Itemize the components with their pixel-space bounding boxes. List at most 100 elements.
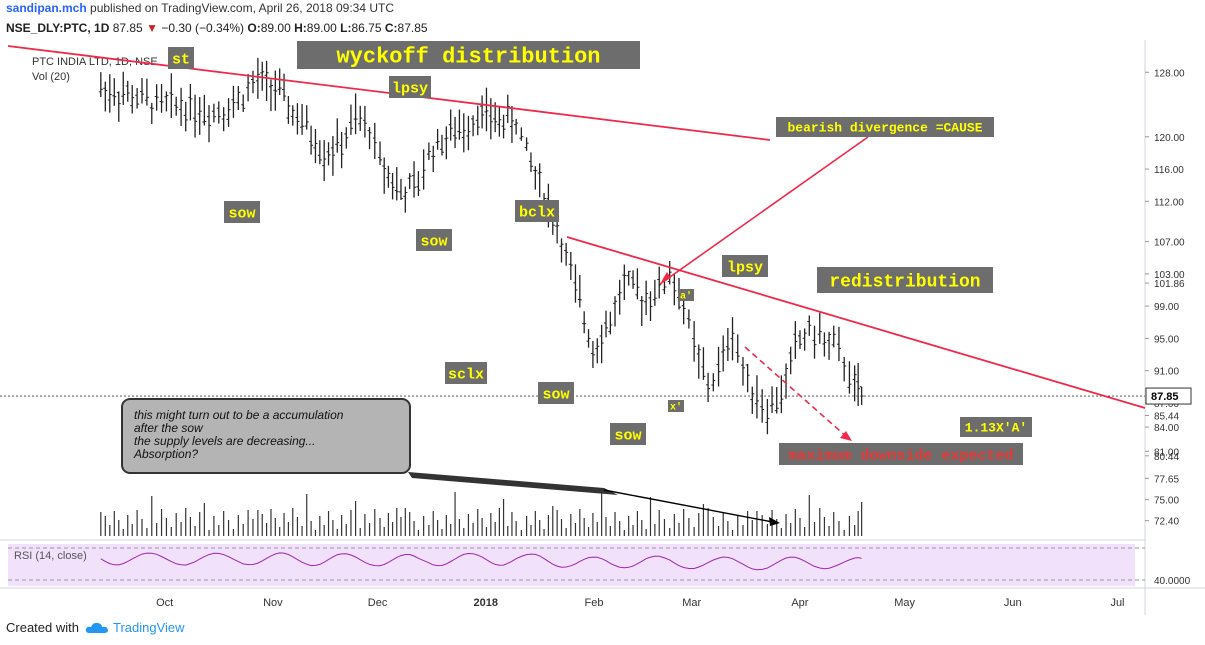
- symbol-name: NSE_DLY:PTC, 1D: [6, 21, 110, 35]
- high-label: H:: [294, 21, 307, 35]
- low-value: 86.75: [351, 21, 382, 35]
- annotation-label: maximum downside expected: [788, 447, 1013, 464]
- y-tick-label: 91.00: [1154, 367, 1179, 378]
- annotation-box: [445, 362, 487, 384]
- down-arrow-icon: ▼: [146, 21, 158, 35]
- x-tick-label: Apr: [791, 597, 808, 609]
- divergence-arrow-head: [660, 272, 671, 284]
- lower-trendline: [566, 236, 1146, 409]
- close-label: C:: [384, 21, 398, 35]
- y-tick-label: 75.00: [1154, 496, 1179, 507]
- projection-arrow: [744, 346, 849, 439]
- annotation-label: st: [172, 51, 190, 68]
- annotation-box: [538, 382, 574, 404]
- footer: Created with TradingView: [6, 620, 185, 637]
- projection-arrow-head: [840, 431, 852, 441]
- annotation-box: [722, 255, 768, 277]
- callout-pointer: [408, 472, 618, 495]
- annotation-label: sclx: [448, 366, 484, 383]
- annotation-label: a': [680, 291, 692, 303]
- annotation-label: wyckoff distribution: [336, 45, 600, 70]
- annotation-label: sow: [542, 386, 569, 403]
- last-price-box: [1145, 387, 1192, 405]
- annotation-label: lpsy: [392, 80, 428, 97]
- x-tick-label: Nov: [263, 597, 283, 609]
- series-legend: PTC INDIA LTD, 1D, NSE: [32, 56, 158, 68]
- callout-text: the supply levels are decreasing...: [134, 434, 315, 448]
- volume-legend: Vol (20): [32, 71, 70, 83]
- tradingview-link[interactable]: TradingView: [112, 620, 185, 635]
- y-tick-label: 72.40: [1154, 517, 1179, 528]
- annotation-label: redistribution: [829, 272, 980, 292]
- publish-info: sandipan.mch published on TradingView.co…: [6, 1, 394, 15]
- y-tick-label: 128.00: [1154, 68, 1185, 79]
- annotation-label: sow: [614, 427, 641, 444]
- annotation-box: [610, 423, 646, 445]
- price-chart[interactable]: 128.00 120.00 116.00 112.00 107.00 103.00101.…: [0, 40, 1205, 615]
- annotation-box: [416, 229, 452, 251]
- y-tick-label: 107.00: [1154, 238, 1185, 249]
- annotation-box: [678, 289, 694, 301]
- rsi-legend: RSI (14, close): [14, 550, 87, 562]
- close-value: 87.85: [397, 21, 428, 35]
- y-tick-label: 81.00: [1154, 447, 1179, 458]
- y-tick-label: 95.00: [1154, 334, 1179, 345]
- y-tick-label: 112.00: [1154, 197, 1184, 208]
- volume-trend-line: [603, 489, 779, 524]
- symbol-bar: NSE_DLY:PTC, 1D 87.85 ▼ −0.30 (−0.34%) O…: [6, 21, 428, 35]
- annotation-box: [389, 76, 431, 98]
- annotation-label: 1.13X'A': [965, 421, 1027, 436]
- x-tick-label: May: [894, 597, 915, 609]
- publish-text: published on TradingView.com, April 26, …: [90, 1, 394, 15]
- annotation-box: [168, 47, 194, 69]
- open-label: O:: [247, 21, 261, 35]
- callout-box: [121, 398, 411, 474]
- y-tick-label: 99.00: [1154, 302, 1179, 313]
- x-tick-label: Oct: [156, 597, 173, 609]
- price-change: −0.30 (−0.34%): [161, 21, 245, 35]
- y-tick-label: 101.86: [1154, 279, 1185, 290]
- annotation-box: [297, 41, 640, 69]
- divergence-arrow: [659, 136, 869, 285]
- callout-text: Absorption?: [133, 447, 198, 461]
- rsi-line: [100, 552, 862, 571]
- annotation-box: [515, 200, 559, 222]
- y-tick-label: 103.00: [1154, 270, 1185, 281]
- annotation-label: sow: [420, 233, 447, 250]
- y-tick-label: 80.44: [1154, 452, 1179, 463]
- annotation-box: [817, 267, 993, 293]
- chart-background: [0, 40, 1205, 615]
- x-tick-label: 2018: [474, 597, 498, 609]
- x-tick-label: Jul: [1110, 597, 1124, 609]
- x-tick-label: Jun: [1004, 597, 1022, 609]
- volume-trend-arrow-head: [769, 517, 780, 526]
- annotation-box: [776, 117, 994, 137]
- annotation-box: [224, 201, 260, 223]
- annotation-label: sow: [228, 205, 255, 222]
- annotation-label: lpsy: [727, 259, 763, 276]
- author-link[interactable]: sandipan.mch: [6, 1, 87, 15]
- x-tick-label: Dec: [368, 597, 388, 609]
- low-label: L:: [340, 21, 352, 35]
- callout-text: after the sow: [134, 421, 204, 435]
- created-with-text: Created with: [6, 620, 79, 635]
- annotation-label: bearish divergence =CAUSE: [787, 121, 982, 136]
- rsi-level-label: 40.0000: [1154, 576, 1191, 587]
- last-price: 87.85: [112, 21, 143, 35]
- annotation-box: [779, 443, 1023, 465]
- annotation-box: [668, 400, 684, 412]
- y-tick-label: 77.65: [1154, 474, 1179, 485]
- y-tick-label: 85.44: [1154, 411, 1179, 422]
- annotation-label: bclx: [519, 204, 555, 221]
- y-tick-label: 120.00: [1154, 133, 1185, 144]
- x-tick-label: Feb: [584, 597, 603, 609]
- annotation-box: [960, 417, 1032, 437]
- open-value: 89.00: [260, 21, 291, 35]
- high-value: 89.00: [306, 21, 337, 35]
- tradingview-cloud-icon: [85, 621, 109, 637]
- callout-text: this might turn out to be a accumulation: [134, 408, 344, 422]
- annotation-label: x': [670, 402, 682, 414]
- x-tick-label: Mar: [682, 597, 701, 609]
- last-price-label: 87.85: [1151, 391, 1179, 403]
- y-tick-label: 116.00: [1154, 165, 1184, 176]
